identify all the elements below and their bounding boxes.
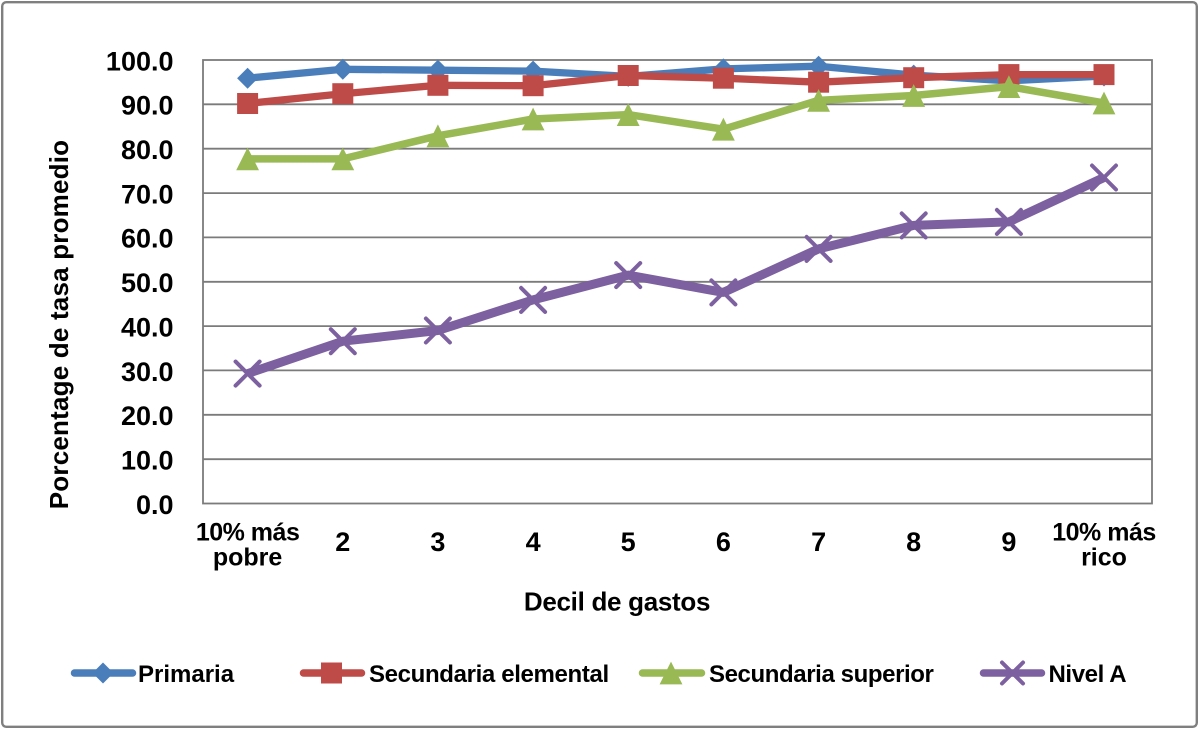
svg-text:90.0: 90.0: [121, 91, 174, 121]
svg-text:80.0: 80.0: [121, 135, 174, 165]
svg-text:10.0: 10.0: [121, 446, 174, 476]
svg-text:10% más: 10% más: [1052, 519, 1156, 547]
svg-text:Secundaria elemental: Secundaria elemental: [369, 661, 609, 688]
svg-text:50.0: 50.0: [121, 268, 174, 298]
svg-text:6: 6: [716, 527, 731, 557]
svg-text:5: 5: [621, 527, 636, 557]
svg-text:pobre: pobre: [213, 544, 283, 572]
svg-text:7: 7: [811, 527, 826, 557]
svg-text:70.0: 70.0: [121, 179, 174, 209]
svg-text:Secundaria superior: Secundaria superior: [709, 661, 934, 688]
svg-text:3: 3: [430, 527, 445, 557]
svg-text:Porcentage de tasa promedio: Porcentage de tasa promedio: [44, 140, 74, 510]
svg-text:30.0: 30.0: [121, 357, 174, 387]
svg-text:0.0: 0.0: [136, 490, 174, 520]
svg-text:10% más: 10% más: [196, 519, 300, 547]
svg-text:Decil de gastos: Decil de gastos: [524, 587, 710, 617]
svg-text:8: 8: [906, 527, 921, 557]
svg-text:rico: rico: [1081, 544, 1127, 572]
svg-text:Primaria: Primaria: [138, 661, 235, 688]
svg-text:100.0: 100.0: [106, 46, 174, 76]
svg-text:60.0: 60.0: [121, 224, 174, 254]
svg-text:4: 4: [526, 527, 541, 557]
svg-text:Nivel A: Nivel A: [1049, 661, 1127, 688]
svg-text:2: 2: [335, 527, 350, 557]
svg-text:20.0: 20.0: [121, 401, 174, 431]
svg-text:40.0: 40.0: [121, 312, 174, 342]
svg-text:9: 9: [1001, 527, 1016, 557]
